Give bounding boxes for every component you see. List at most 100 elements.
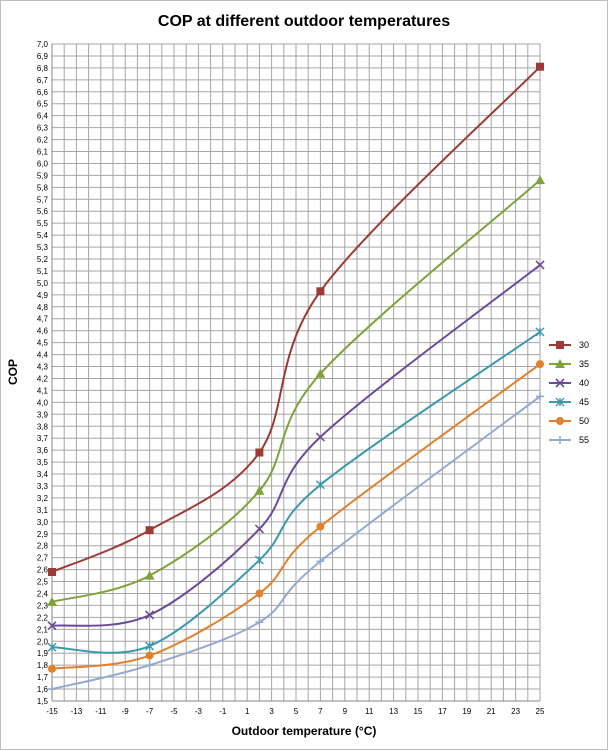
- y-tick-label: 6,9: [37, 52, 49, 61]
- legend-marker: [556, 436, 564, 444]
- data-point-35: [315, 368, 326, 378]
- y-tick-label: 2,9: [37, 530, 49, 539]
- legend-marker: [555, 359, 565, 368]
- y-tick-label: 4,8: [37, 303, 49, 312]
- x-tick-label: -5: [170, 707, 178, 716]
- series-line-45: [51, 331, 541, 654]
- data-point-55: [255, 618, 264, 627]
- y-tick-label: 5,1: [37, 267, 49, 276]
- x-tick-label: 17: [438, 707, 447, 716]
- grid: [51, 43, 541, 702]
- x-tick-label: 25: [536, 707, 545, 716]
- legend-label: 55: [579, 435, 589, 445]
- series-40: [47, 260, 545, 631]
- y-tick-label: 5,8: [37, 183, 49, 192]
- data-point-35: [535, 175, 545, 185]
- legend-marker: [555, 397, 565, 407]
- x-tick-label: -13: [71, 707, 83, 716]
- series-line-30: [51, 65, 541, 573]
- x-tick-label: 7: [318, 707, 323, 716]
- legend-label: 40: [579, 378, 589, 388]
- data-point-50: [255, 589, 264, 598]
- data-point-35: [254, 485, 265, 495]
- legend-marker: [555, 378, 565, 388]
- data-point-30: [316, 287, 325, 296]
- y-tick-label: 6,5: [37, 100, 49, 109]
- y-axis-title: COP: [6, 359, 20, 385]
- legend-label: 35: [579, 359, 589, 369]
- y-tick-label: 5,9: [37, 171, 49, 180]
- data-point-45: [535, 327, 545, 337]
- axes: 1,5 1,6 1,7 1,8 1,9 2,0 2,1 2,2 2,3 2,4 2,5 2,6 2,7 2…: [37, 40, 545, 716]
- y-tick-label: 3,2: [37, 494, 49, 503]
- series-line-50: [51, 363, 541, 670]
- data-point-35: [47, 596, 57, 606]
- data-point-45: [145, 641, 155, 651]
- y-tick-label: 4,5: [37, 339, 49, 348]
- y-tick-label: 6,1: [37, 148, 49, 157]
- y-tick-label: 4,3: [37, 363, 49, 372]
- y-tick-label: 4,0: [37, 398, 49, 407]
- legend: 30 35 40 45 50 55: [549, 340, 589, 445]
- x-tick-label: 3: [269, 707, 274, 716]
- y-tick-label: 5,2: [37, 255, 49, 264]
- y-tick-label: 4,9: [37, 291, 49, 300]
- y-tick-label: 7,0: [37, 40, 49, 49]
- legend-marker: [556, 341, 564, 349]
- x-tick-label: 15: [414, 707, 423, 716]
- legend-item-55: 55: [549, 435, 589, 445]
- y-tick-label: 3,6: [37, 446, 49, 455]
- y-tick-label: 5,5: [37, 219, 49, 228]
- legend-label: 50: [579, 416, 589, 426]
- legend-item-40: 40: [549, 378, 589, 388]
- y-tick-label: 2,5: [37, 578, 49, 587]
- x-tick-label: 23: [511, 707, 520, 716]
- data-point-30: [48, 567, 56, 576]
- data-point-50: [536, 360, 544, 369]
- data-point-50: [316, 522, 325, 531]
- y-tick-label: 5,6: [37, 207, 49, 216]
- y-tick-label: 3,4: [37, 470, 49, 479]
- y-tick-label: 2,6: [37, 566, 49, 575]
- y-tick-label: 3,5: [37, 458, 49, 467]
- x-tick-label: -3: [195, 707, 203, 716]
- y-tick-label: 3,0: [37, 518, 49, 527]
- y-tick-label: 2,4: [37, 589, 49, 598]
- y-tick-label: 5,7: [37, 195, 49, 204]
- y-tick-label: 3,8: [37, 422, 49, 431]
- x-tick-label: 13: [389, 707, 398, 716]
- y-tick-label: 3,9: [37, 410, 49, 419]
- x-tick-label: 11: [365, 707, 374, 716]
- data-point-40: [535, 260, 545, 270]
- y-tick-label: 6,0: [37, 159, 49, 168]
- y-tick-label: 6,2: [37, 136, 49, 145]
- legend-label: 45: [579, 397, 589, 407]
- data-point-45: [47, 642, 57, 652]
- data-point-40: [145, 610, 155, 620]
- legend-item-50: 50: [549, 416, 589, 426]
- data-point-55: [316, 557, 325, 566]
- legend-item-45: 45: [549, 397, 589, 407]
- y-tick-label: 1,6: [37, 685, 49, 694]
- series-line-40: [51, 264, 541, 627]
- chart-title: COP at different outdoor temperatures: [158, 13, 450, 30]
- data-point-50: [48, 664, 56, 673]
- data-point-50: [145, 651, 154, 660]
- series-line-55: [51, 395, 541, 691]
- series-45: [47, 327, 545, 654]
- y-tick-label: 3,1: [37, 506, 49, 515]
- y-tick-label: 5,3: [37, 243, 49, 252]
- x-tick-label: 1: [245, 707, 250, 716]
- y-tick-label: 2,3: [37, 601, 49, 610]
- x-tick-label: -1: [219, 707, 227, 716]
- x-tick-label: -11: [95, 707, 107, 716]
- series-50: [48, 360, 544, 673]
- legend-marker: [556, 417, 564, 425]
- y-tick-label: 4,1: [37, 386, 49, 395]
- data-point-55: [48, 685, 56, 694]
- data-point-45: [254, 555, 264, 565]
- y-tick-label: 6,7: [37, 76, 49, 85]
- y-tick-label: 1,5: [37, 697, 49, 706]
